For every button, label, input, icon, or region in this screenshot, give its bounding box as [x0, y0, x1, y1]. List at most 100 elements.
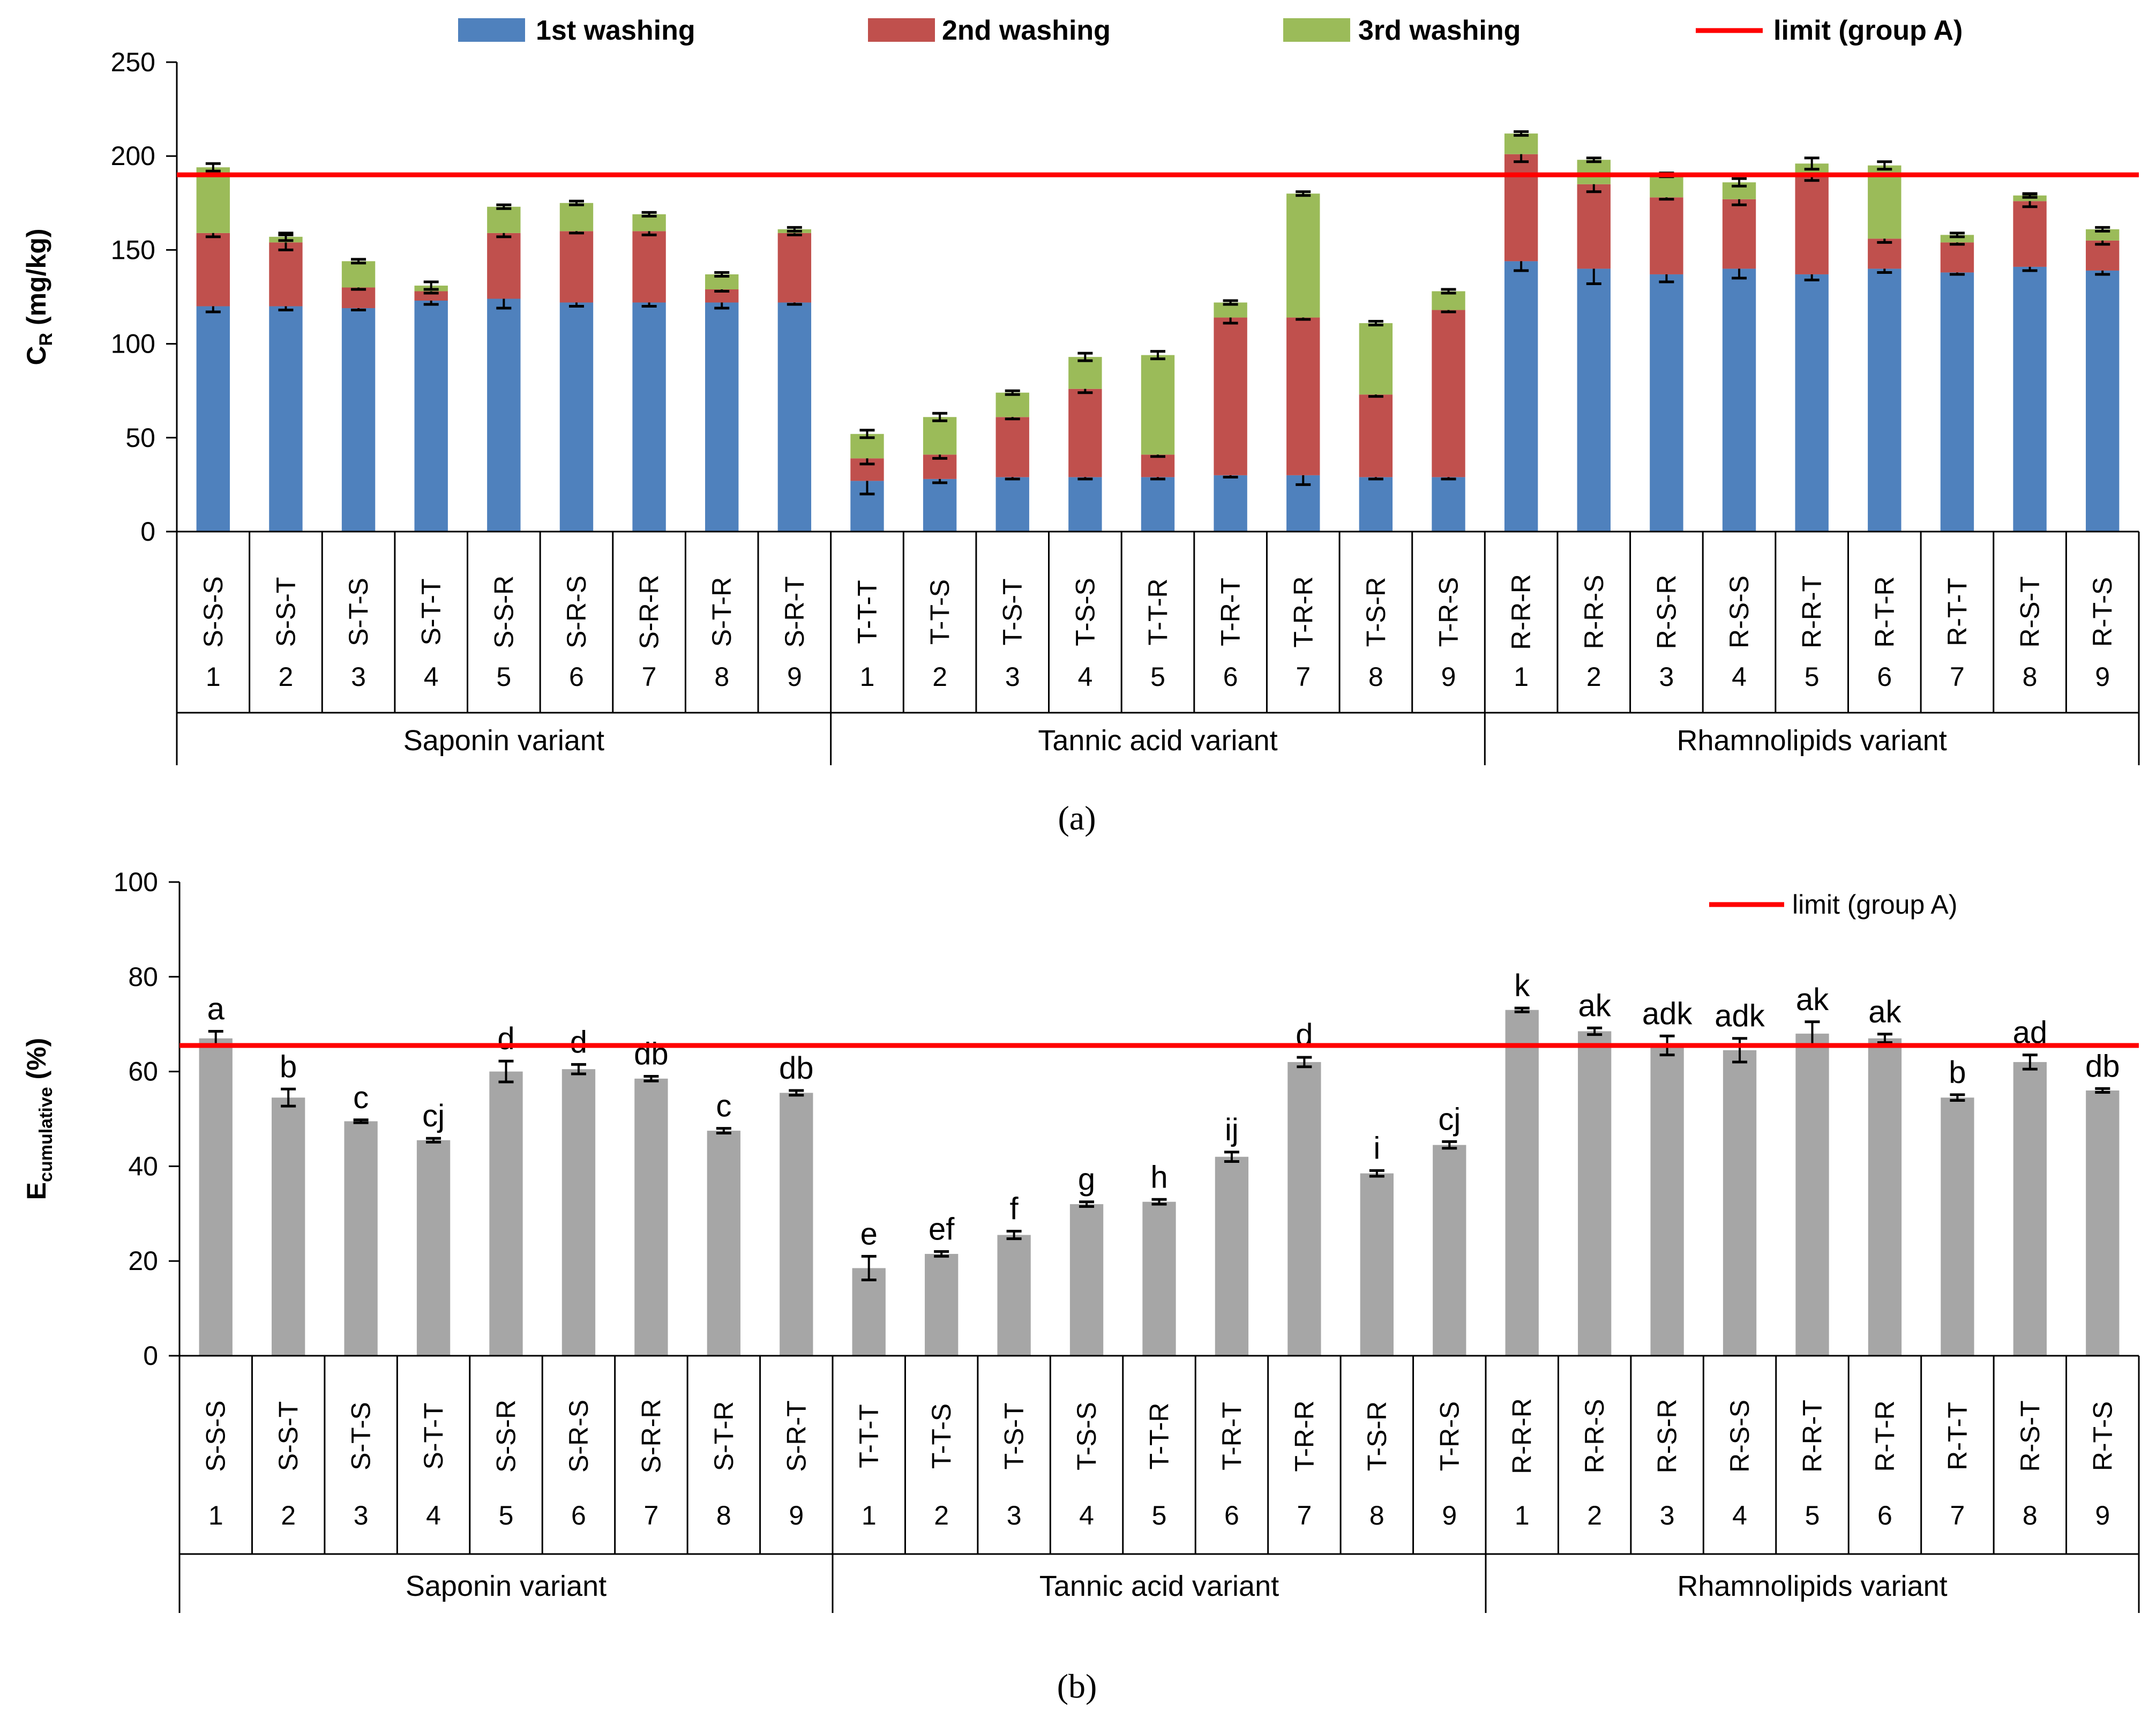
- chart-b-data-label-23: ak: [1868, 995, 1902, 1029]
- chart-b-bar-s0-2: [344, 1121, 378, 1356]
- chart-b-data-label-12: g: [1078, 1162, 1095, 1197]
- chart-b-y-tick-label-1: 20: [128, 1246, 158, 1276]
- chart-b-category-number-20: 3: [1660, 1500, 1675, 1530]
- chart-b-category-label-15: T-R-R: [1289, 1400, 1319, 1471]
- chart-a-category-number-17: 9: [1441, 662, 1456, 692]
- chart-b-data-label-19: ak: [1578, 988, 1612, 1023]
- chart-b-data-label-7: c: [716, 1089, 731, 1124]
- chart-a-bar-s0-20: [1650, 274, 1683, 532]
- chart-b-bar-s0-1: [272, 1097, 305, 1356]
- chart-a-bar-s0-23: [1868, 268, 1902, 532]
- chart-a-group-label-0: Saponin variant: [403, 724, 604, 757]
- chart-b-bar-s0-4: [489, 1071, 523, 1356]
- chart-a-bar-s0-11: [995, 477, 1029, 532]
- chart-b-bar-s0-13: [1142, 1201, 1176, 1356]
- chart-a-bar-s0-19: [1577, 268, 1611, 532]
- chart-a-category-label-8: S-R-T: [780, 576, 810, 647]
- chart-a-bar-s2-19: [1577, 160, 1611, 184]
- chart-b-category-number-4: 5: [499, 1500, 514, 1530]
- chart-a-bar-s1-22: [1795, 175, 1829, 274]
- chart-a-bar-s0-7: [705, 302, 739, 532]
- chart-b-category-label-0: S-S-S: [201, 1400, 231, 1471]
- chart-a-bar-s1-4: [487, 233, 521, 299]
- chart-a-category-number-22: 5: [1805, 662, 1820, 692]
- chart-a-legend-swatch-1: [868, 18, 935, 42]
- chart-a-legend-label-2: 3rd washing: [1358, 15, 1521, 46]
- chart-a-bar-s2-26: [2085, 229, 2120, 241]
- chart-a-category-number-7: 8: [714, 662, 729, 692]
- chart-a-category-label-18: R-R-R: [1506, 574, 1536, 650]
- chart-b-y-tick-label-0: 0: [143, 1341, 158, 1371]
- chart-a-bar-s2-23: [1868, 165, 1902, 239]
- chart-b-bar-s0-11: [997, 1235, 1031, 1356]
- chart-a-category-label-24: R-T-T: [1942, 578, 1972, 646]
- chart-a-category-number-25: 8: [2023, 662, 2038, 692]
- chart-b-category-number-7: 8: [716, 1500, 731, 1530]
- chart-a-bar-s1-3: [414, 291, 448, 301]
- chart-a-bar-s0-26: [2085, 270, 2120, 532]
- chart-a-category-label-0: S-S-S: [198, 576, 228, 647]
- chart-a-category-label-2: S-T-S: [343, 578, 373, 646]
- chart-b-category-number-11: 3: [1007, 1500, 1022, 1530]
- chart-a-category-number-15: 7: [1296, 662, 1311, 692]
- chart-a-category-number-8: 9: [787, 662, 802, 692]
- chart-a-category-label-6: S-R-R: [634, 575, 664, 649]
- chart-b-category-label-2: S-T-S: [346, 1402, 376, 1470]
- chart-a-bar-s0-6: [632, 302, 666, 532]
- chart-a-bar-s0-14: [1214, 475, 1247, 532]
- chart-b-category-label-19: R-R-S: [1579, 1399, 1609, 1474]
- chart-b-category-label-24: R-T-T: [1942, 1402, 1972, 1470]
- chart-a-category-label-21: R-S-S: [1724, 576, 1754, 648]
- chart-b-data-label-9: e: [860, 1216, 878, 1251]
- chart-a-category-label-1: S-S-T: [271, 577, 301, 647]
- chart-b-data-label-13: h: [1150, 1160, 1167, 1194]
- chart-b-data-label-16: i: [1373, 1131, 1380, 1166]
- chart-b-data-label-10: ef: [929, 1212, 955, 1247]
- chart-b-data-label-1: b: [280, 1049, 297, 1084]
- chart-a-category-number-2: 3: [351, 662, 366, 692]
- chart-b-legend-label: limit (group A): [1792, 890, 1957, 920]
- chart-a-category-number-18: 1: [1514, 662, 1529, 692]
- chart-a-category-label-3: S-T-T: [416, 579, 446, 646]
- chart-b-bar-s0-26: [2086, 1090, 2120, 1356]
- chart-a-bar-s1-18: [1504, 154, 1538, 262]
- chart-b-category-label-7: S-T-R: [709, 1401, 739, 1471]
- chart-b-bar-s0-24: [1941, 1097, 1974, 1356]
- chart-a-bar-s2-18: [1504, 133, 1538, 154]
- chart-a-bar-s0-4: [487, 298, 521, 532]
- chart-a-category-label-13: T-T-R: [1143, 579, 1173, 646]
- panel-label-a: (a): [1058, 799, 1096, 837]
- chart-a-bar-s1-17: [1432, 310, 1465, 477]
- chart-b-bar-s0-21: [1723, 1050, 1757, 1356]
- chart-b-y-tick-label-4: 80: [128, 962, 158, 992]
- chart-a-bar-s0-0: [196, 306, 230, 532]
- chart-a-bar-s2-0: [196, 167, 230, 233]
- chart-b-data-label-8: db: [779, 1051, 814, 1086]
- chart-a-category-label-25: R-S-T: [2015, 576, 2045, 647]
- chart-a-bar-s2-24: [1940, 235, 1974, 243]
- chart-a-bar-s1-1: [269, 242, 303, 307]
- chart-a-group-label-2: Rhamnolipids variant: [1677, 724, 1947, 757]
- chart-a-y-tick-label-3: 150: [111, 235, 155, 265]
- chart-b-bar-s0-22: [1795, 1033, 1829, 1356]
- chart-a-category-number-20: 3: [1659, 662, 1674, 692]
- chart-a-bar-s2-12: [1068, 357, 1102, 389]
- chart-b-category-label-18: R-R-R: [1507, 1398, 1537, 1474]
- chart-a-category-number-13: 5: [1150, 662, 1165, 692]
- chart-b-bar-s0-5: [562, 1069, 596, 1356]
- chart-a-category-label-5: S-R-S: [562, 576, 592, 648]
- chart-b-category-label-21: R-S-S: [1725, 1400, 1755, 1473]
- chart-b-data-label-20: adk: [1642, 996, 1693, 1031]
- panel-label-b: (b): [1057, 1667, 1097, 1705]
- chart-a-category-number-23: 6: [1877, 662, 1892, 692]
- chart-a-category-label-22: R-R-T: [1797, 576, 1827, 648]
- chart-a-category-label-9: T-T-T: [852, 580, 882, 644]
- chart-b-category-number-14: 6: [1224, 1500, 1239, 1530]
- chart-a-bar-s2-10: [923, 417, 957, 455]
- chart-b-group-label-1: Tannic acid variant: [1039, 1570, 1279, 1602]
- chart-b-category-number-2: 3: [354, 1500, 369, 1530]
- chart-b-bar-s0-12: [1069, 1204, 1104, 1356]
- chart-a-category-number-3: 4: [424, 662, 439, 692]
- chart-a-bar-s1-11: [995, 417, 1029, 477]
- chart-b-category-number-10: 2: [934, 1500, 949, 1530]
